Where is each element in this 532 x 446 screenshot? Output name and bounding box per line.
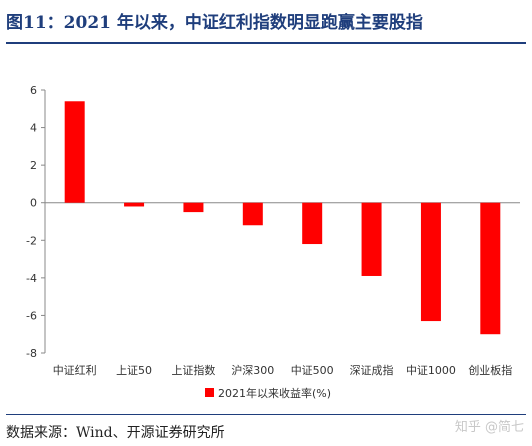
x-category-label: 中证500 (291, 364, 334, 377)
y-tick-label: -8 (26, 347, 37, 360)
x-axis-labels: 中证红利 上证50 上证指数 沪深300 中证500 深证成指 中证1000 创业板指 (53, 363, 513, 377)
chart-title: 图11：2021 年以来，中证红利指数明显跑赢主要股指 (6, 13, 423, 33)
y-tick-label: -2 (26, 234, 37, 247)
y-tick-label: -4 (26, 272, 37, 285)
bars (64, 101, 501, 335)
x-category-label: 上证指数 (171, 363, 215, 377)
y-tick-label: 2 (30, 159, 37, 172)
legend-swatch (205, 388, 214, 397)
y-tick-label: -6 (26, 309, 37, 322)
bar (361, 202, 382, 276)
x-category-label: 深证成指 (350, 363, 394, 377)
title-divider (6, 42, 526, 44)
x-category-label: 上证50 (116, 364, 152, 377)
x-category-label: 沪深300 (231, 363, 274, 377)
x-category-label: 创业板指 (468, 363, 512, 377)
y-tick-label: 0 (30, 197, 37, 210)
bar (420, 202, 441, 322)
bar (183, 202, 204, 213)
source-note: 数据来源：Wind、开源证券研究所 (6, 425, 225, 441)
bar-chart: 6 4 2 0 -2 -4 -6 -8 中证红利 上证50 上证指数 沪深300 中证500 深证成指中… (26, 84, 520, 400)
y-tick-label: 4 (30, 122, 37, 135)
bar (64, 101, 85, 203)
x-category-label: 中证红利 (53, 364, 97, 377)
bar (302, 202, 323, 245)
bar (242, 202, 263, 226)
bar (480, 202, 501, 335)
y-tick-label: 6 (30, 84, 37, 97)
watermark: 知乎 @简七 (454, 420, 524, 435)
bar (124, 202, 145, 207)
legend-label: 2021年以来收益率(%) (218, 386, 331, 400)
y-axis: 6 4 2 0 -2 -4 -6 -8 (26, 84, 520, 360)
x-category-label: 中证1000 (406, 364, 456, 377)
legend: 2021年以来收益率(%) (205, 386, 331, 400)
footer-divider (6, 414, 526, 415)
